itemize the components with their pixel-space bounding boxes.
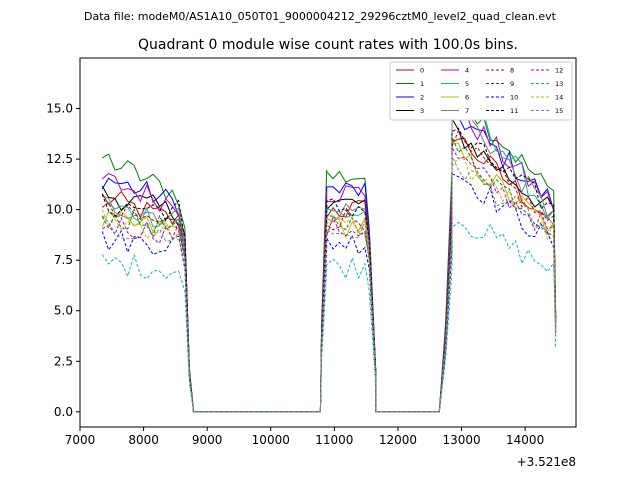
series-line-13 (101, 221, 557, 413)
legend-label: 5 (465, 80, 469, 88)
x-tick-label: 9000 (192, 433, 223, 447)
legend-label: 0 (420, 67, 424, 75)
legend-label: 9 (510, 80, 514, 88)
x-tick-label: 14000 (506, 433, 544, 447)
chart-suptitle: Data file: modeM0/AS1A10_050T01_90000042… (84, 10, 557, 23)
x-tick-label: 8000 (128, 433, 159, 447)
x-tick-label: 7000 (65, 433, 96, 447)
x-tick-label: 11000 (315, 433, 353, 447)
y-tick-label: 7.5 (54, 253, 73, 267)
y-tick-label: 0.0 (54, 405, 73, 419)
legend-label: 12 (555, 67, 563, 75)
legend-label: 13 (555, 80, 563, 88)
legend-label: 7 (465, 107, 469, 115)
series-layer (101, 75, 557, 413)
series-line-15 (101, 155, 557, 413)
y-tick-label: 10.0 (46, 203, 73, 217)
series-line-1 (102, 77, 557, 413)
legend-label: 3 (420, 107, 424, 115)
x-tick-label: 13000 (442, 433, 480, 447)
legend-label: 4 (465, 67, 469, 75)
legend-label: 8 (510, 67, 514, 75)
series-line-7 (102, 99, 557, 413)
legend-label: 1 (420, 80, 424, 88)
legend-box (389, 61, 573, 121)
legend-label: 2 (420, 94, 424, 102)
series-line-12 (102, 145, 557, 413)
legend-label: 14 (555, 94, 563, 102)
series-line-11 (101, 127, 557, 413)
y-tick-label: 5.0 (54, 304, 73, 318)
legend-label: 15 (555, 107, 563, 115)
plot-frame (79, 57, 577, 428)
x-tick-label: 12000 (379, 433, 417, 447)
chart-title: Quadrant 0 module wise count rates with … (138, 37, 518, 53)
x-tick-label: 10000 (252, 433, 290, 447)
y-tick-label: 15.0 (46, 102, 73, 116)
series-line-14 (101, 157, 557, 413)
y-tick-label: 12.5 (46, 152, 73, 166)
legend-label: 6 (465, 94, 469, 102)
x-offset-label: +3.521e8 (517, 455, 576, 469)
legend-label: 11 (510, 107, 518, 115)
y-tick-label: 2.5 (54, 354, 73, 368)
axis-layer: 7000 8000 9000 10000 11000 12000 13000 14000 0.0… (46, 102, 544, 447)
legend-label: 10 (510, 94, 518, 102)
